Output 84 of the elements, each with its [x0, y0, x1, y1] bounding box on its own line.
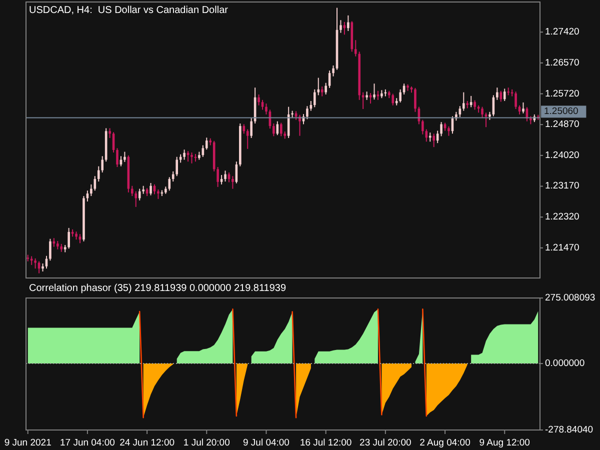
- candlestick: [116, 148, 118, 168]
- candlestick: [34, 258, 36, 270]
- candlestick: [514, 91, 517, 110]
- x-tick-label: 9 Aug 12:00: [479, 438, 530, 448]
- candlestick: [324, 82, 327, 95]
- y-tick-label: 1.24870: [545, 119, 580, 130]
- candlestick: [183, 149, 186, 160]
- candlestick: [101, 156, 104, 173]
- candlestick: [369, 92, 372, 104]
- y-tick-label: 275.008093: [545, 292, 596, 304]
- x-tick-label: 17 Jun 04:00: [60, 438, 115, 448]
- candlestick: [242, 124, 246, 134]
- candlestick: [373, 83, 376, 100]
- candlestick: [168, 176, 171, 192]
- candlestick: [314, 88, 316, 108]
- candlestick: [131, 185, 134, 197]
- candlestick: [190, 152, 193, 164]
- candlestick: [124, 151, 126, 162]
- x-tick-label: 1 Jul 20:00: [183, 438, 230, 448]
- candlestick: [272, 123, 275, 137]
- candlestick: [354, 40, 357, 57]
- y-tick-label: 1.27420: [545, 26, 580, 38]
- candlestick: [68, 227, 70, 250]
- candlestick: [224, 170, 226, 182]
- candlestick: [216, 166, 219, 188]
- candlestick: [258, 94, 260, 106]
- candlestick: [362, 92, 364, 110]
- y-tick-label: 1.23170: [545, 180, 580, 192]
- x-tick-label: 24 Jun 12:00: [120, 438, 175, 448]
- chart-title: USDCAD, H4: US Dollar vs Canadian Dollar: [29, 5, 229, 16]
- candlestick: [496, 87, 498, 100]
- x-tick-label: 2 Aug 04:00: [420, 438, 470, 448]
- candlestick: [414, 87, 416, 112]
- chart-title: Correlation phasor (35) 219.811939 0.000000 219.811939: [29, 283, 286, 294]
- candlestick: [392, 93, 394, 106]
- candlestick: [250, 118, 252, 139]
- y-tick-label: 0.000000: [545, 358, 585, 370]
- candlestick: [347, 14, 350, 32]
- candlestick: [49, 238, 52, 262]
- candlestick: [280, 122, 282, 137]
- candlestick: [320, 86, 324, 97]
- candlestick: [261, 99, 264, 110]
- candlestick: [205, 137, 208, 150]
- x-tick-label: 23 Jul 20:00: [360, 438, 412, 448]
- y-tick-label: 1.26570: [545, 57, 580, 68]
- candlestick: [317, 77, 320, 96]
- candlestick: [246, 128, 249, 150]
- candlestick: [432, 133, 435, 148]
- y-tick-label: 1.25720: [545, 88, 580, 100]
- candlestick: [332, 64, 334, 77]
- y-tick-label: 1.21470: [545, 242, 580, 254]
- candlestick: [399, 88, 402, 103]
- candlestick: [448, 126, 450, 136]
- candlestick: [97, 166, 100, 182]
- candlestick: [150, 182, 152, 196]
- candlestick: [134, 190, 138, 208]
- candlestick: [522, 102, 524, 114]
- candlestick: [474, 100, 476, 110]
- ref-line-label: 1.25060: [544, 106, 578, 118]
- candlestick: [306, 106, 308, 120]
- candlestick: [172, 170, 174, 182]
- candlestick: [157, 189, 160, 200]
- candlestick: [138, 188, 141, 201]
- candlestick: [265, 103, 268, 115]
- y-tick-label: 1.24020: [545, 150, 580, 161]
- candlestick: [440, 122, 442, 137]
- candlestick: [481, 106, 484, 119]
- candlestick: [176, 156, 178, 177]
- candlestick: [108, 128, 111, 139]
- candlestick: [462, 92, 465, 112]
- candlestick: [425, 128, 428, 142]
- candlestick: [376, 90, 380, 100]
- candlestick: [232, 176, 234, 190]
- y-tick-label: -278.84040: [545, 424, 594, 436]
- x-tick-label: 16 Jul 12:00: [300, 438, 352, 448]
- y-tick-label: 1.22320: [545, 212, 580, 223]
- candlestick: [90, 184, 92, 197]
- candlestick: [340, 20, 342, 34]
- candlestick: [503, 88, 506, 102]
- candlestick: [422, 119, 424, 135]
- x-tick-label: 9 Jul 04:00: [242, 438, 290, 448]
- x-tick-label: 9 Jun 2021: [4, 438, 52, 448]
- candlestick: [500, 90, 502, 102]
- candlestick: [298, 114, 301, 136]
